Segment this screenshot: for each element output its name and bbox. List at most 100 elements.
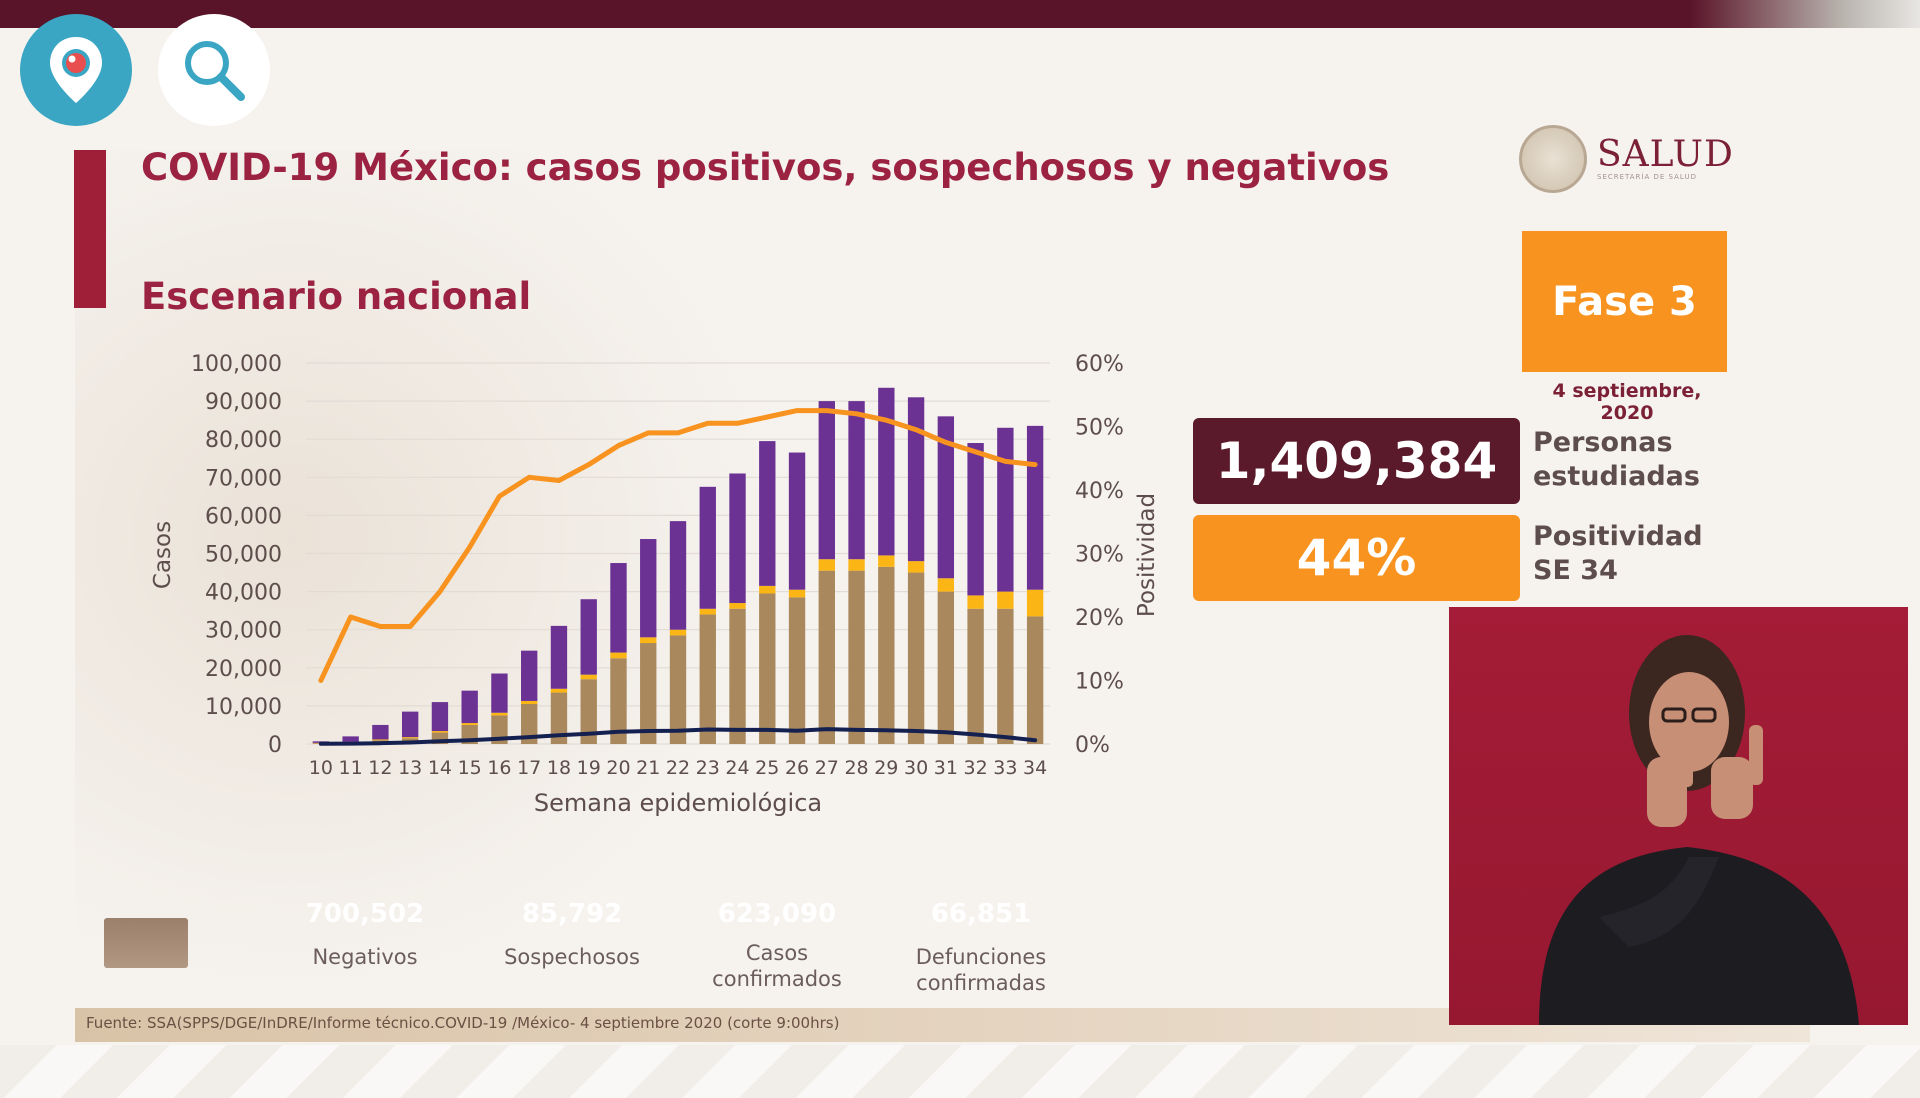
y-tick-label: 90,000 [205, 390, 282, 415]
interpreter-figure [1539, 635, 1859, 1025]
bar-negativos [788, 452, 806, 590]
page-title: COVID-19 México: casos positivos, sospec… [141, 146, 1390, 189]
x-tick-label: 30 [904, 757, 928, 779]
source-footnote: Fuente: SSA(SPPS/DGE/InDRE/Informe técni… [86, 1014, 840, 1032]
y-tick-label: 50,000 [205, 543, 282, 568]
legend-sospechosos-value: 85,792 [521, 899, 623, 929]
y-tick-label: 20,000 [205, 657, 282, 682]
bar-casos-confirmados [967, 608, 984, 744]
x-tick-label: 22 [666, 757, 690, 779]
bar-sospechosos [521, 700, 538, 704]
bar-negativos [461, 690, 478, 724]
commemorative-logo [104, 918, 188, 968]
phase-date: 4 septiembre, 2020 [1552, 380, 1702, 424]
bar-casos-confirmados [1026, 616, 1044, 744]
x-tick-label: 29 [874, 757, 898, 779]
bar-sospechosos [878, 555, 895, 567]
bar-negativos [401, 711, 419, 738]
bar-sospechosos [461, 723, 478, 725]
bar-sospechosos [610, 652, 627, 659]
x-tick-label: 10 [309, 757, 333, 779]
bar-sospechosos [640, 637, 657, 644]
bar-sospechosos [848, 559, 865, 571]
x-tick-label: 12 [368, 757, 392, 779]
bar-negativos [729, 473, 746, 604]
bar-casos-confirmados [699, 614, 716, 744]
sign-language-video[interactable] [1449, 607, 1908, 1025]
bottom-band [0, 1045, 1920, 1098]
legend-negativos-label: Negativos [312, 945, 418, 969]
bar-negativos [818, 401, 835, 560]
bar-casos-confirmados [818, 570, 835, 744]
bar-negativos [431, 702, 449, 732]
brand-name: SALUD [1597, 134, 1734, 175]
bar-casos-confirmados [521, 703, 538, 744]
x-tick-label: 27 [815, 757, 839, 779]
bar-casos-confirmados [907, 572, 925, 744]
bar-casos-confirmados [788, 597, 806, 744]
bar-sospechosos [818, 559, 835, 571]
cases-chart: 0 10,000 20,000 30,000 40,000 50,000 60,000 70,… [150, 352, 1160, 817]
bar-negativos [907, 397, 925, 562]
bar-sospechosos [431, 731, 449, 733]
bar-sospechosos [580, 674, 597, 680]
y-tick-label: 80,000 [205, 428, 282, 453]
legend-confirmados-label: Casos confirmados [712, 941, 842, 991]
bar-negativos [967, 443, 984, 596]
bar-negativos [878, 387, 895, 556]
bar-negativos [550, 625, 568, 689]
x-tick-label: 24 [725, 757, 749, 779]
bar-casos-confirmados [431, 732, 449, 744]
bar-sospechosos [967, 595, 984, 609]
x-tick-label: 20 [606, 757, 630, 779]
bar-negativos [580, 599, 597, 675]
x-tick-label: 31 [934, 757, 958, 779]
x-tick-label: 23 [696, 757, 720, 779]
bar-sospechosos [997, 591, 1014, 609]
x-tick-label: 28 [844, 757, 868, 779]
periscope-button[interactable] [20, 14, 132, 126]
x-tick-label: 25 [755, 757, 779, 779]
y-tick-label: 40,000 [205, 581, 282, 606]
y-tick-label: 0 [268, 733, 282, 758]
persons-studied-value: 1,409,384 [1193, 418, 1520, 504]
x-tick-label: 18 [547, 757, 571, 779]
salud-logo: SALUD SECRETARÍA DE SALUD [1519, 125, 1734, 193]
brand-tagline: SECRETARÍA DE SALUD [1597, 173, 1697, 181]
y2-tick-label: 0% [1075, 733, 1110, 758]
bar-casos-confirmados [997, 608, 1014, 744]
legend-sospechosos-label: Sospechosos [504, 945, 640, 969]
x-tick-label: 32 [964, 757, 988, 779]
bar-negativos [342, 736, 359, 742]
y2-tick-label: 50% [1075, 416, 1124, 441]
bar-casos-confirmados [848, 570, 865, 744]
legend-negativos-value: 700,502 [305, 899, 425, 929]
bar-negativos [610, 563, 627, 653]
periscope-icon [50, 37, 102, 103]
bar-casos-confirmados [878, 566, 895, 744]
bar-sospechosos [699, 608, 716, 615]
bar-negativos [699, 486, 716, 609]
bar-sospechosos [1026, 589, 1044, 617]
y-tick-label: 100,000 [191, 352, 282, 377]
x-tick-label: 11 [339, 757, 363, 779]
page-subtitle: Escenario nacional [141, 275, 532, 318]
y2-tick-label: 20% [1075, 606, 1124, 631]
x-tick-label: 15 [458, 757, 482, 779]
x-tick-label: 19 [577, 757, 601, 779]
x-tick-label: 21 [636, 757, 660, 779]
bar-negativos [1026, 425, 1044, 590]
bar-negativos [640, 539, 657, 638]
x-tick-label: 26 [785, 757, 809, 779]
bar-negativos [669, 521, 687, 630]
legend-defunciones-value: 66,851 [930, 899, 1032, 929]
y-axis-label: Casos [150, 521, 176, 589]
legend-confirmados-value: 623,090 [717, 899, 837, 929]
x-tick-label: 14 [428, 757, 452, 779]
bar-casos-confirmados [729, 608, 746, 744]
bar-casos-confirmados [640, 643, 657, 744]
y-tick-label: 30,000 [205, 619, 282, 644]
y-tick-label: 70,000 [205, 466, 282, 491]
search-button[interactable] [158, 14, 270, 126]
y2-axis-label: Positividad [1134, 493, 1160, 617]
